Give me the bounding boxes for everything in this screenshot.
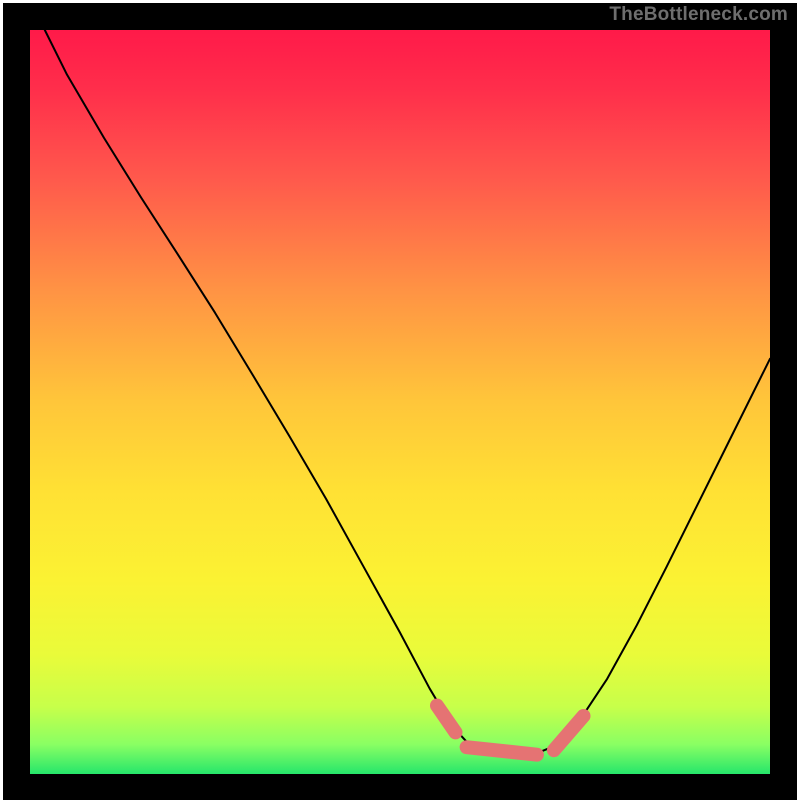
plot-gradient — [30, 30, 770, 774]
chart-canvas — [0, 0, 800, 800]
optimal-zone-segment — [467, 747, 537, 754]
attribution-label: TheBottleneck.com — [609, 4, 788, 26]
bottleneck-chart: TheBottleneck.com — [0, 0, 800, 800]
